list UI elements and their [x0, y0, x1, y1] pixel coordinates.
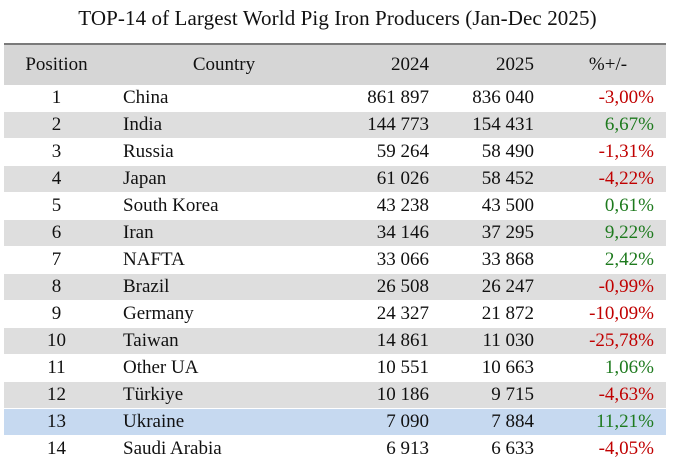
cell-2024: 59 264 [376, 141, 429, 162]
cell-2024: 61 026 [376, 168, 429, 189]
cell-2025: 7 884 [491, 411, 534, 432]
cell-2025: 9 715 [491, 384, 534, 405]
table-body: 1 China 861 897 836 040 -3,00% 2 India 144 773 1… [4, 85, 666, 463]
cell-2024: 14 861 [376, 330, 429, 351]
cell-change: -1,31% [598, 141, 654, 162]
cell-position: 9 [51, 303, 62, 324]
cell-position: 5 [51, 195, 62, 216]
cell-change: 9,22% [604, 222, 654, 243]
cell-country: Türkiye [123, 384, 184, 405]
cell-country: South Korea [123, 195, 219, 216]
table-title: TOP-14 of Largest World Pig Iron Produce… [78, 6, 597, 30]
table-row: 12 Türkiye 10 186 9 715 -4,63% [4, 382, 666, 409]
cell-2025: 11 030 [482, 330, 534, 351]
cell-change: -4,05% [598, 438, 654, 459]
cell-2024: 861 897 [367, 87, 429, 108]
cell-position: 2 [51, 114, 62, 135]
cell-2025: 6 633 [491, 438, 534, 459]
cell-change: -3,00% [598, 87, 654, 108]
cell-position: 12 [47, 384, 66, 405]
table-row: 5 South Korea 43 238 43 500 0,61% [4, 193, 666, 220]
cell-country: Iran [123, 222, 154, 243]
cell-2024: 10 551 [376, 357, 429, 378]
cell-change: -4,63% [598, 384, 654, 405]
producers-table: Position Country 2024 2025 %+/- 1 China 86… [4, 43, 666, 463]
table-row: 8 Brazil 26 508 26 247 -0,99% [4, 274, 666, 301]
cell-2024: 26 508 [376, 276, 429, 297]
cell-change: 1,06% [604, 357, 654, 378]
cell-country: Germany [123, 303, 194, 324]
table-header: Position Country 2024 2025 %+/- [4, 43, 666, 85]
cell-2025: 58 490 [481, 141, 534, 162]
cell-country: Saudi Arabia [123, 438, 222, 459]
cell-position: 6 [51, 222, 62, 243]
cell-country: Russia [123, 141, 174, 162]
cell-country: Japan [123, 168, 167, 189]
cell-2024: 6 913 [386, 438, 429, 459]
cell-2025: 37 295 [481, 222, 534, 243]
header-position: Position [25, 54, 88, 75]
cell-2025: 43 500 [481, 195, 534, 216]
cell-change: 6,67% [604, 114, 654, 135]
table-row: 7 NAFTA 33 066 33 868 2,42% [4, 247, 666, 274]
table-row: 2 India 144 773 154 431 6,67% [4, 112, 666, 139]
header-2024: 2024 [391, 54, 429, 75]
table-row: 4 Japan 61 026 58 452 -4,22% [4, 166, 666, 193]
cell-position: 4 [51, 168, 62, 189]
cell-country: NAFTA [123, 249, 185, 270]
cell-change: 2,42% [604, 249, 654, 270]
table-row: 13 Ukraine 7 090 7 884 11,21% [4, 409, 666, 436]
cell-2025: 58 452 [481, 168, 534, 189]
cell-country: Other UA [123, 357, 199, 378]
cell-2024: 34 146 [376, 222, 429, 243]
cell-position: 14 [47, 438, 66, 459]
cell-2024: 7 090 [386, 411, 429, 432]
cell-position: 10 [47, 330, 66, 351]
cell-2024: 144 773 [367, 114, 429, 135]
cell-2025: 154 431 [472, 114, 534, 135]
cell-position: 3 [51, 141, 62, 162]
cell-country: Taiwan [123, 330, 179, 351]
cell-2024: 33 066 [376, 249, 429, 270]
cell-2025: 836 040 [472, 87, 534, 108]
cell-change: -4,22% [598, 168, 654, 189]
cell-change: 0,61% [604, 195, 654, 216]
cell-2025: 10 663 [481, 357, 534, 378]
cell-position: 13 [47, 411, 66, 432]
cell-change: -10,09% [589, 303, 654, 324]
cell-country: Ukraine [123, 411, 185, 432]
cell-position: 1 [51, 87, 62, 108]
cell-position: 7 [51, 249, 62, 270]
table-row: 1 China 861 897 836 040 -3,00% [4, 85, 666, 112]
header-2025: 2025 [496, 54, 534, 75]
table-row: 11 Other UA 10 551 10 663 1,06% [4, 355, 666, 382]
cell-position: 8 [51, 276, 62, 297]
cell-change: 11,21% [596, 411, 654, 432]
cell-country: India [123, 114, 163, 135]
cell-2024: 10 186 [376, 384, 429, 405]
cell-change: -25,78% [589, 330, 654, 351]
cell-country: Brazil [123, 276, 170, 297]
cell-2024: 43 238 [376, 195, 429, 216]
header-country: Country [192, 54, 256, 75]
table-row: 6 Iran 34 146 37 295 9,22% [4, 220, 666, 247]
cell-position: 11 [47, 357, 66, 378]
table-row: 10 Taiwan 14 861 11 030 -25,78% [4, 328, 666, 355]
cell-country: China [123, 87, 169, 108]
cell-2025: 26 247 [481, 276, 534, 297]
cell-2024: 24 327 [376, 303, 429, 324]
cell-2025: 21 872 [481, 303, 534, 324]
cell-change: -0,99% [598, 276, 654, 297]
table-row: 3 Russia 59 264 58 490 -1,31% [4, 139, 666, 166]
table-row: 9 Germany 24 327 21 872 -10,09% [4, 301, 666, 328]
cell-2025: 33 868 [481, 249, 534, 270]
header-change: %+/- [588, 54, 628, 75]
